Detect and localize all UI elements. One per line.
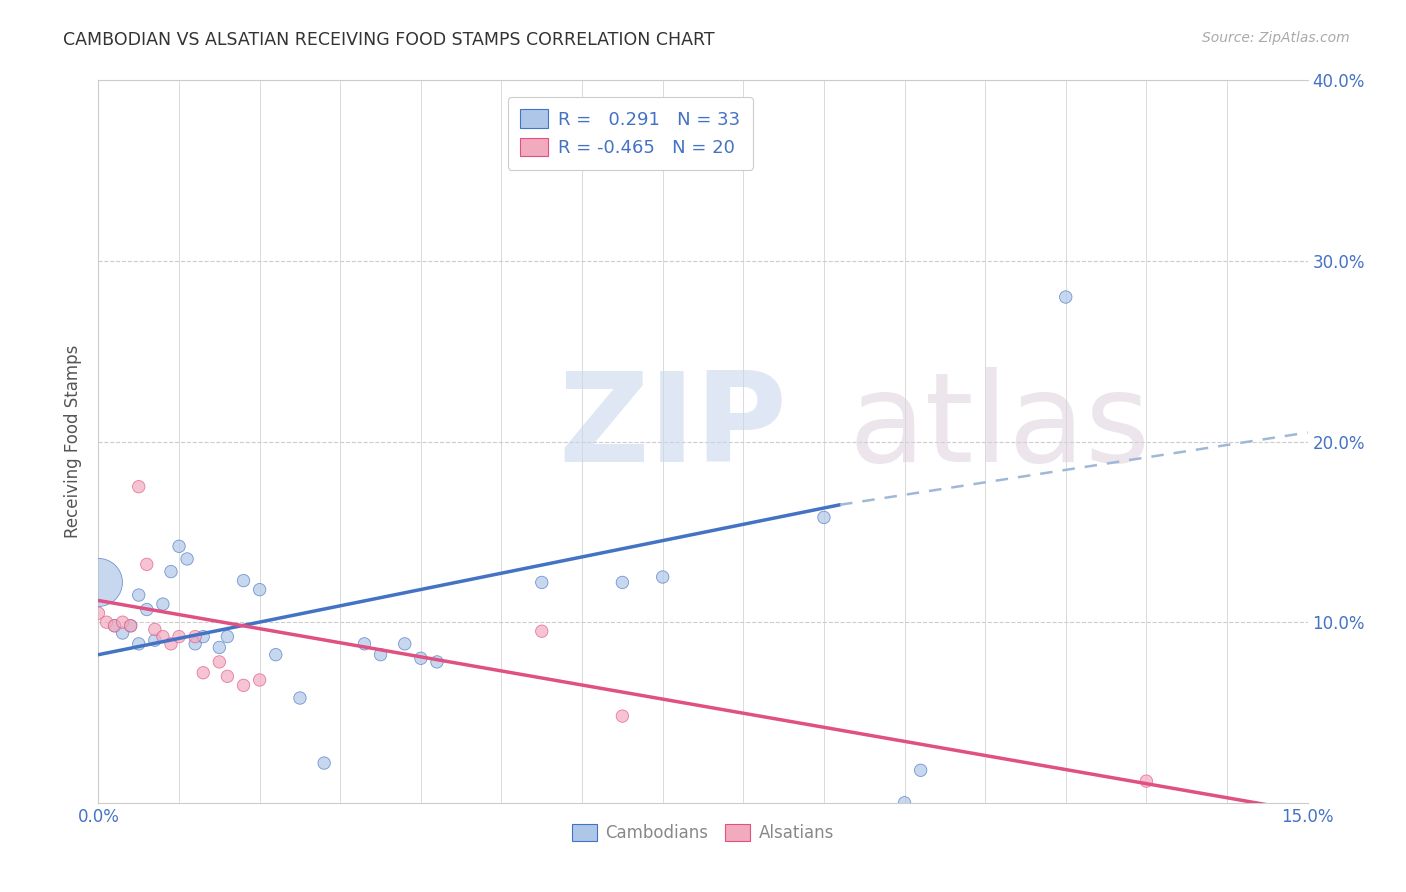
Point <box>135 558 157 572</box>
Point <box>167 630 190 644</box>
Point <box>184 630 207 644</box>
Point <box>120 619 142 633</box>
Point <box>612 575 634 590</box>
Point <box>103 619 125 633</box>
Point <box>370 648 392 662</box>
Point <box>353 637 375 651</box>
Point <box>128 637 150 651</box>
Text: CAMBODIAN VS ALSATIAN RECEIVING FOOD STAMPS CORRELATION CHART: CAMBODIAN VS ALSATIAN RECEIVING FOOD STA… <box>63 31 714 49</box>
Point <box>143 633 166 648</box>
Point <box>288 691 311 706</box>
Point <box>232 574 254 588</box>
Point <box>530 575 553 590</box>
Point <box>143 623 166 637</box>
Point <box>184 637 207 651</box>
Text: ZIP: ZIP <box>558 367 786 488</box>
Point <box>160 565 183 579</box>
Point <box>232 678 254 692</box>
Point <box>426 655 449 669</box>
Point <box>87 606 110 620</box>
Point <box>409 651 432 665</box>
Point <box>111 626 134 640</box>
Legend: Cambodians, Alsatians: Cambodians, Alsatians <box>565 817 841 848</box>
Point <box>87 575 110 590</box>
Point <box>264 648 287 662</box>
Y-axis label: Receiving Food Stamps: Receiving Food Stamps <box>65 345 83 538</box>
Point <box>651 570 673 584</box>
Point <box>167 539 190 553</box>
Point <box>208 640 231 655</box>
Point <box>120 619 142 633</box>
Point <box>111 615 134 630</box>
Point <box>249 582 271 597</box>
Text: atlas: atlas <box>848 367 1150 488</box>
Point <box>103 619 125 633</box>
Point <box>217 669 239 683</box>
Point <box>314 756 336 770</box>
Point <box>176 552 198 566</box>
Point <box>193 630 215 644</box>
Point <box>128 588 150 602</box>
Point <box>208 655 231 669</box>
Point <box>160 637 183 651</box>
Point <box>152 630 174 644</box>
Point <box>152 597 174 611</box>
Point <box>893 796 915 810</box>
Point <box>249 673 271 687</box>
Point <box>1054 290 1077 304</box>
Point <box>612 709 634 723</box>
Text: Source: ZipAtlas.com: Source: ZipAtlas.com <box>1202 31 1350 45</box>
Point <box>128 480 150 494</box>
Point <box>217 630 239 644</box>
Point <box>394 637 416 651</box>
Point <box>193 665 215 680</box>
Point <box>530 624 553 639</box>
Point <box>910 764 932 778</box>
Point <box>135 602 157 616</box>
Point <box>96 615 118 630</box>
Point <box>1135 774 1157 789</box>
Point <box>813 510 835 524</box>
